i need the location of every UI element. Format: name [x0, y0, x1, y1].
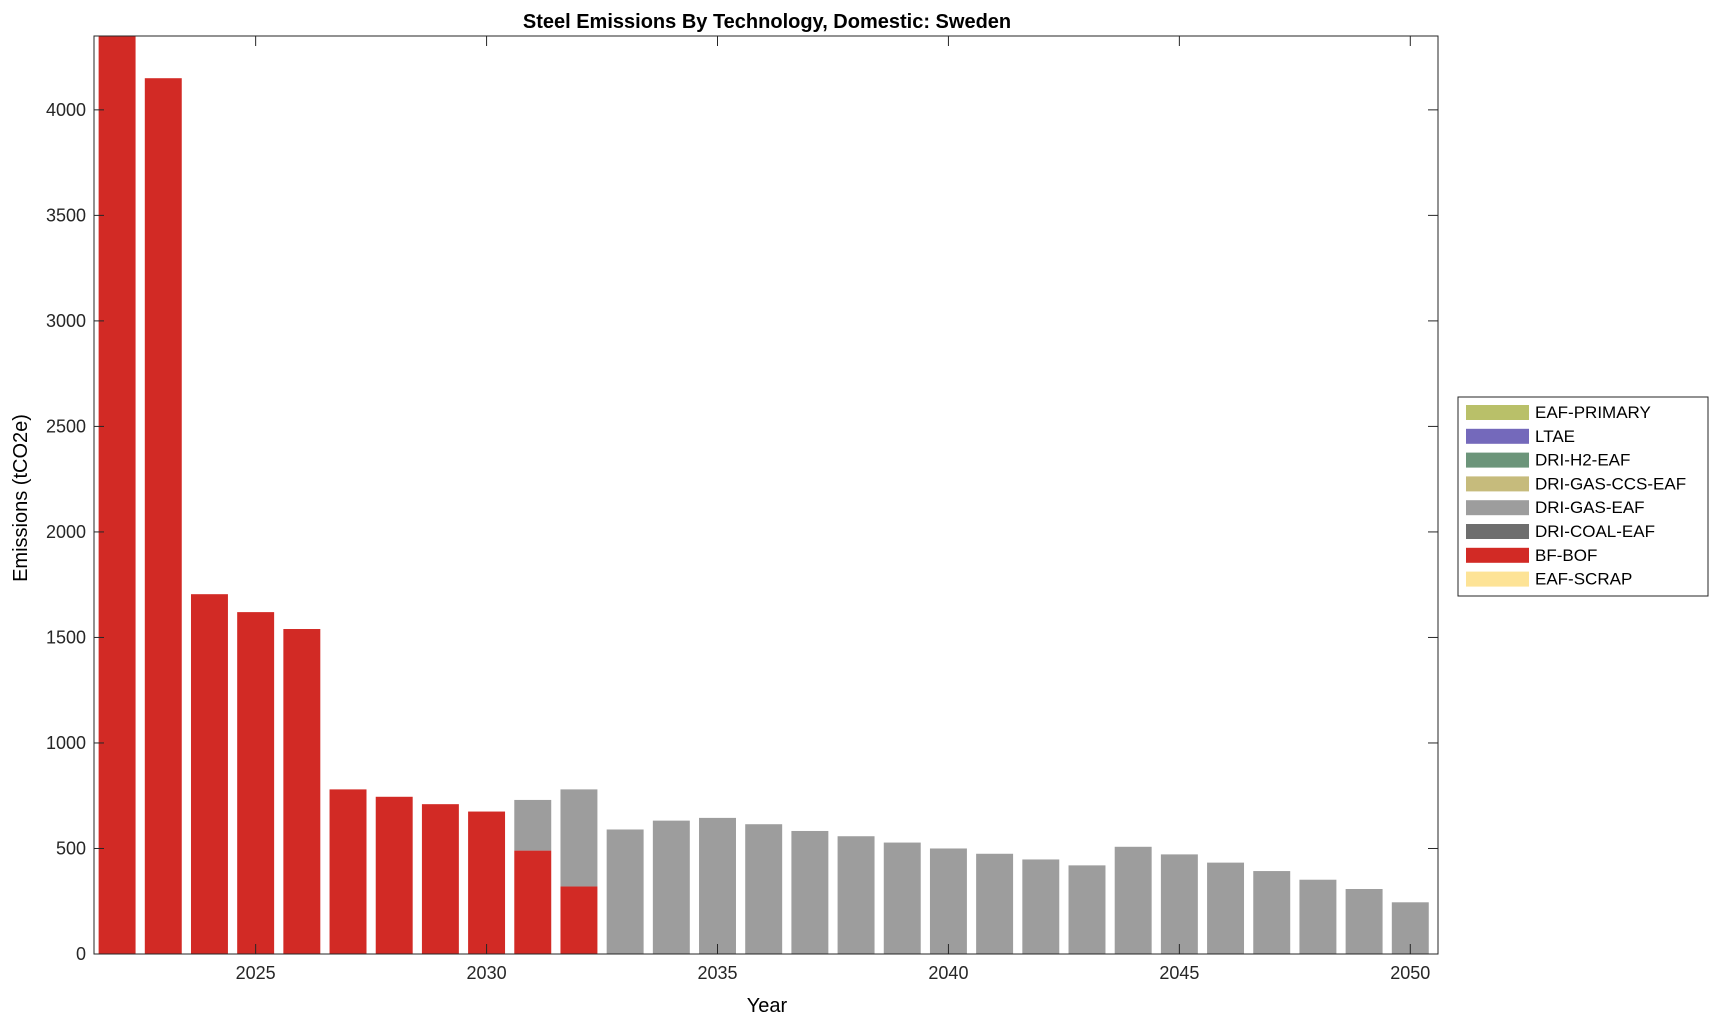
bar-bf-bof-2026: [283, 629, 321, 954]
x-tick-label: 2040: [928, 963, 968, 983]
x-axis-label: Year: [747, 995, 788, 1017]
bar-bf-bof-2028: [375, 796, 413, 954]
bar-dri-gas-eaf-2039: [883, 842, 921, 954]
bar-bf-bof-2023: [144, 78, 182, 954]
x-tick-label: 2030: [467, 963, 507, 983]
bar-bf-bof-2031: [514, 850, 552, 954]
bar-bf-bof-2027: [329, 789, 367, 954]
x-tick-label: 2045: [1159, 963, 1199, 983]
legend-swatch-ltae: [1466, 428, 1529, 444]
bar-bf-bof-2032: [560, 886, 598, 954]
legend-swatch-dri-gas-eaf: [1466, 500, 1529, 516]
y-tick-label: 3500: [46, 205, 86, 225]
bar-dri-gas-eaf-2049: [1345, 889, 1383, 954]
plot-frame: [93, 35, 1439, 955]
legend-swatch-eaf-scrap: [1466, 571, 1529, 587]
bar-dri-gas-eaf-2042: [1022, 859, 1060, 954]
legend-label-ltae: LTAE: [1535, 427, 1575, 446]
x-axis: 2025 2030 2035 2040 2045 2050: [236, 36, 1430, 983]
y-axis-label: Emissions (tCO2e): [10, 414, 32, 582]
legend-box: [1457, 396, 1709, 597]
x-tick-label: 2025: [236, 963, 276, 983]
bar-dri-gas-eaf-2041: [976, 853, 1014, 954]
bar-dri-gas-eaf-2040: [929, 848, 967, 954]
legend-swatch-eaf-primary: [1466, 405, 1529, 420]
bar-dri-gas-eaf-2043: [1068, 865, 1106, 954]
bar-dri-gas-eaf-2044: [1114, 846, 1152, 954]
bar-dri-gas-eaf-2034: [652, 820, 690, 954]
bar-dri-gas-eaf-2046: [1207, 862, 1245, 954]
bar-dri-gas-eaf-2036: [745, 824, 783, 954]
bar-dri-gas-eaf-2048: [1299, 879, 1337, 954]
y-axis: 0 500 1000 1500 2000 2500 3000 3500 4000: [46, 100, 1438, 964]
bar-dri-gas-eaf-2033: [606, 829, 644, 954]
bar-dri-gas-eaf-2032: [560, 789, 598, 887]
legend-swatch-dri-h2-eaf: [1466, 452, 1529, 468]
y-tick-label: 0: [76, 944, 86, 964]
bar-bf-bof-2024: [190, 594, 228, 954]
y-tick-label: 3000: [46, 311, 86, 331]
x-tick-label: 2035: [697, 963, 737, 983]
y-tick-label: 2000: [46, 522, 86, 542]
bar-dri-gas-eaf-2037: [791, 830, 829, 954]
legend-swatch-dri-gas-ccs-eaf: [1466, 476, 1529, 492]
y-tick-label: 1500: [46, 627, 86, 647]
y-tick-label: 2500: [46, 416, 86, 436]
bar-bf-bof-2022: [98, 36, 136, 954]
bars-group: [98, 36, 1429, 954]
legend-swatch-dri-coal-eaf: [1466, 524, 1529, 539]
y-tick-label: 1000: [46, 733, 86, 753]
bar-bf-bof-2030: [468, 811, 506, 954]
legend-label-eaf-scrap: EAF-SCRAP: [1535, 570, 1632, 589]
legend-label-dri-coal-eaf: DRI-COAL-EAF: [1535, 522, 1655, 541]
bar-dri-gas-eaf-2038: [837, 836, 875, 954]
legend-label-dri-h2-eaf: DRI-H2-EAF: [1535, 451, 1630, 470]
bar-bf-bof-2025: [237, 612, 275, 954]
bar-dri-gas-eaf-2031: [514, 799, 552, 851]
x-tick-label: 2050: [1390, 963, 1430, 983]
legend-swatch-bf-bof: [1466, 547, 1529, 563]
y-tick-label: 500: [56, 838, 86, 858]
legend-label-eaf-primary: EAF-PRIMARY: [1535, 403, 1651, 422]
y-tick-label: 4000: [46, 100, 86, 120]
bar-bf-bof-2029: [421, 804, 459, 954]
legend-label-dri-gas-ccs-eaf: DRI-GAS-CCS-EAF: [1535, 474, 1686, 493]
chart-title: Steel Emissions By Technology, Domestic:…: [523, 11, 1011, 33]
legend: EAF-PRIMARY LTAE DRI-H2-EAF DRI-GAS-CCS-EAF…: [1457, 396, 1709, 597]
bar-dri-gas-eaf-2045: [1160, 854, 1198, 954]
bar-dri-gas-eaf-2035: [699, 817, 736, 954]
legend-label-bf-bof: BF-BOF: [1535, 546, 1597, 565]
bar-dri-gas-eaf-2047: [1253, 871, 1291, 954]
legend-label-dri-gas-eaf: DRI-GAS-EAF: [1535, 498, 1645, 517]
